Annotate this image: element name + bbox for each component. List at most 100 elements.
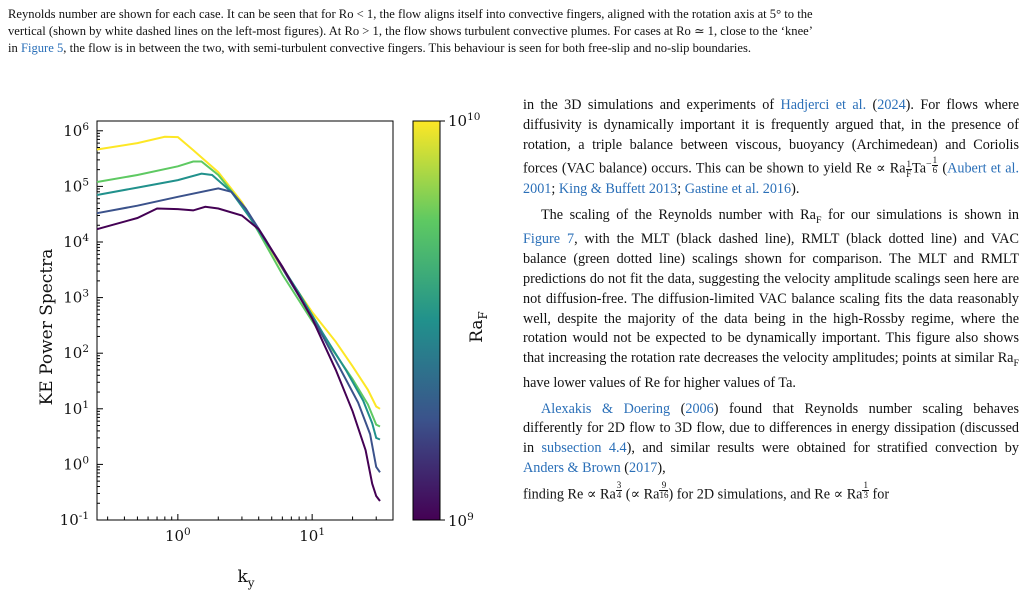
text: ) for 2D simulations, and Re ∝ Ra [668,486,863,503]
tick-exp: 9 [467,511,474,523]
citation-link[interactable]: Aubert et al. 2001 [523,161,1019,197]
figure-caption: Reynolds number are shown for each case.… [8,6,1018,57]
frac-den: 6 [932,164,938,175]
colorbar-max-label: 1010 [448,111,480,130]
label-sub: F [476,311,490,319]
paragraph-2: The scaling of the Reynolds number with … [523,206,1019,394]
figure-7-link[interactable]: Figure 7 [523,231,575,248]
caption-line-2: vertical (shown by white dashed lines on… [8,24,813,38]
citation-link[interactable]: 2024 [877,97,906,113]
tick-base: 10 [448,512,467,530]
text: (∝ Ra [622,486,660,503]
tick-exp: 3 [82,288,89,300]
y-axis-label: KE Power Spectra [37,249,57,406]
text: , with the MLT (black dashed line), RMLT… [523,231,1020,367]
citation-link[interactable]: Alexakis & Doering [541,400,671,417]
tick-base: 10 [63,344,82,362]
spectrum-line-5 [96,205,381,502]
frac-den: 4 [616,489,622,500]
text: ; [551,180,559,197]
text: ). [791,180,800,197]
text: The scaling of the Reynolds number with … [541,206,816,223]
text: ( [620,459,630,476]
text: ), [657,459,666,476]
caption-text: , the flow is in between the two, with s… [63,41,751,55]
tick-exp: 1 [318,526,325,538]
tick-exp: 1 [82,399,89,411]
tick-exp: 0 [184,526,191,538]
frac-num: 1 [905,159,913,171]
citation-link[interactable]: Hadjerci et al. [780,97,867,113]
fraction: 9 16 [659,480,669,500]
citation-link[interactable]: Anders & Brown [523,459,621,476]
figure-5-link[interactable]: Figure 5 [20,41,64,55]
ke-spectra-figure: 100 101 10-1 100 101 102 103 104 105 106 1010 109… [0,95,505,608]
text: ( [670,400,686,417]
citation-link[interactable]: King & Buffett 2013 [558,180,678,197]
paragraph-3: Alexakis & Doering (2006) found that Rey… [523,400,1019,479]
colorbar-min-label: 109 [448,511,474,530]
text: ), and similar results were obtained for… [626,440,1019,457]
y-tick-label: 100 [63,454,89,473]
frac-num: 1 [931,154,939,166]
paragraph-1: in the 3D simulations and experiments of… [523,96,1019,200]
x-tick-label: 100 [165,526,191,545]
tick-exp: 0 [82,454,89,466]
tick-base: 10 [63,233,82,251]
minus-sign: − [926,159,932,171]
tick-exp: 10 [467,111,480,123]
tick-base: 10 [63,455,82,473]
subscript: F [1013,357,1019,369]
y-tick-label: 104 [63,232,89,251]
tick-exp: 5 [82,176,89,188]
text: ). For flows where diffusivity is dynami… [523,97,1019,178]
text: have lower values of Re for higher value… [523,374,796,391]
y-tick-label: 106 [63,121,89,140]
tick-base: 10 [63,289,82,307]
frac-num: 3 [615,479,623,491]
tick-base: 10 [63,177,82,195]
x-tick-label: 101 [299,526,325,545]
citation-link[interactable]: 2006 [685,400,714,417]
tick-exp: -1 [79,510,89,522]
frac-den: 16 [659,489,669,500]
frac-den: 3 [863,489,868,500]
y-tick-label: 105 [63,176,89,195]
y-tick-label: 102 [63,343,89,362]
text: ( [938,161,948,178]
text: finding Re ∝ Ra [523,486,616,503]
frac-num: 9 [659,480,669,491]
label-sub: y [247,576,255,590]
subsection-link[interactable]: subsection 4.4 [541,440,627,457]
tick-base: 10 [448,112,467,130]
tick-base: 10 [299,527,318,545]
tick-base: 10 [60,511,79,529]
text: Ta [912,161,927,178]
y-tick-label: 10-1 [60,510,89,529]
label-base: k [237,567,248,587]
caption-text: in [8,41,21,55]
tick-base: 10 [63,400,82,418]
citation-link[interactable]: 2017 [629,459,658,476]
body-column: in the 3D simulations and experiments of… [523,96,1019,505]
frac-num: 1 [862,479,869,491]
text: in the 3D simulations and experiments of [523,97,781,113]
caption-line-3: in Figure 5, the flow is in between the … [8,40,1018,57]
caption-line-1: Reynolds number are shown for each case.… [8,7,813,21]
spectrum-line-4 [96,187,381,473]
text: for our simulations is shown in [821,206,1019,223]
citation-link[interactable]: Gastine et al. 2016 [684,180,792,197]
plot-frame [96,120,394,521]
tick-exp: 4 [82,232,89,244]
paragraph-4: finding Re ∝ Ra 3 4 (∝ Ra 9 16) for 2D simul… [523,479,1019,506]
x-axis-label: ky [237,567,254,590]
text: ) found that Reynolds number scaling beh… [523,400,1019,457]
text: ( [866,97,878,113]
tick-exp: 6 [82,121,89,133]
colorbar-label: RaF [467,311,490,343]
